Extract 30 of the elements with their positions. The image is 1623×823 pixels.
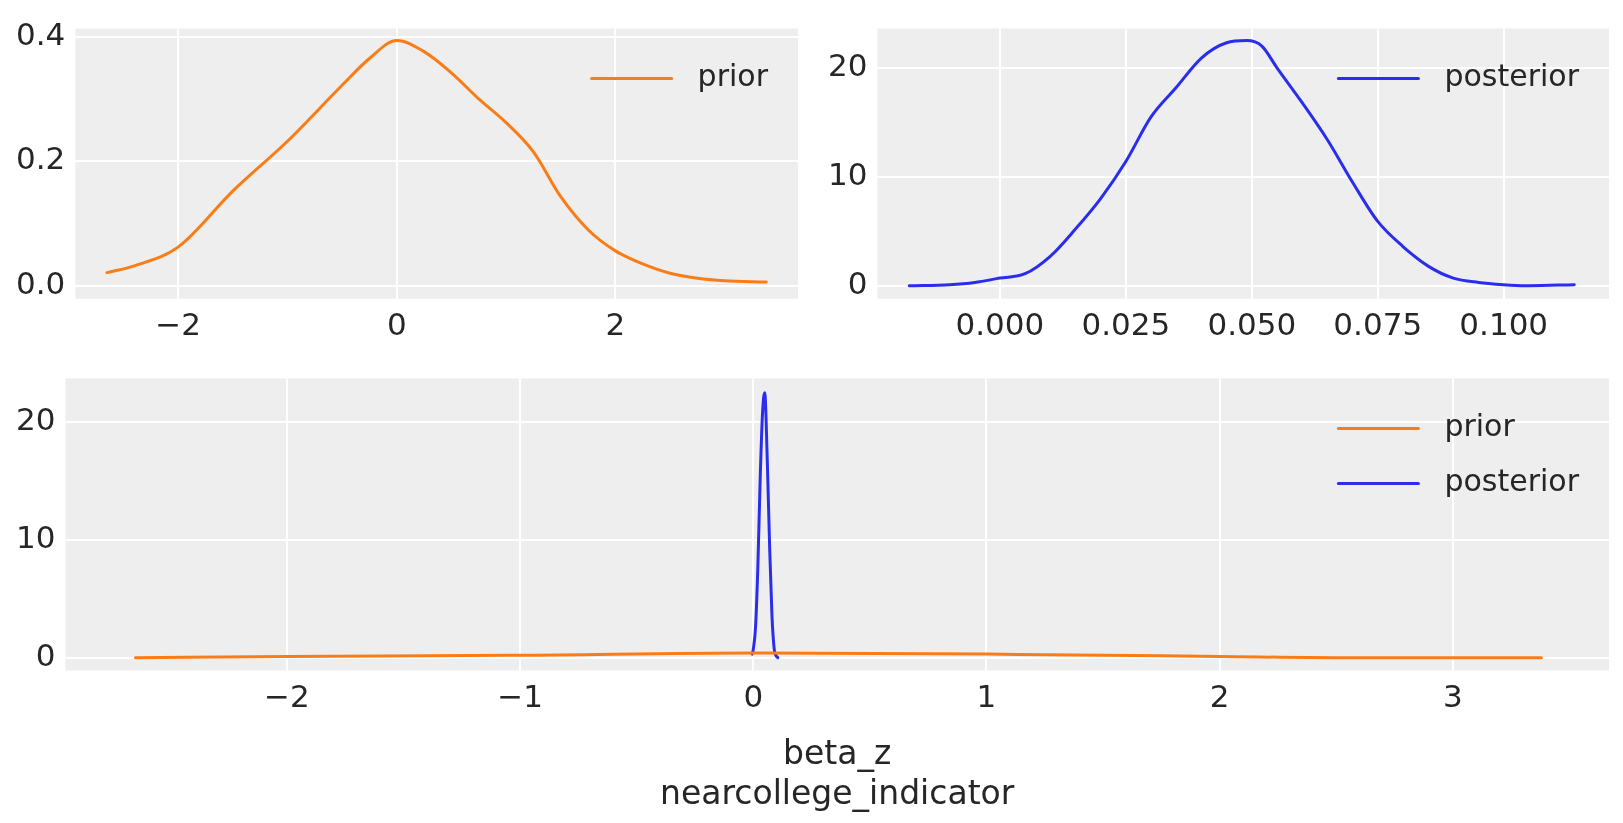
x-tick-label: 0.025 bbox=[1081, 306, 1171, 343]
x-tick-label: 0.075 bbox=[1333, 306, 1423, 343]
x-tick-label: 0.100 bbox=[1459, 306, 1549, 343]
x-tick-label: 0.000 bbox=[955, 306, 1045, 343]
legend-label: prior bbox=[1444, 408, 1516, 444]
y-tick-label: 0.2 bbox=[15, 140, 66, 177]
line-series bbox=[750, 391, 780, 660]
x-axis-title: beta_z nearcollege_indicator bbox=[660, 733, 1015, 812]
x-tick-label: 2 bbox=[1209, 678, 1230, 715]
y-tick-label: 0 bbox=[35, 636, 56, 673]
legend-label: posterior bbox=[1444, 58, 1580, 94]
y-tick-label: 20 bbox=[15, 401, 56, 438]
y-tick-label: 20 bbox=[827, 46, 868, 83]
x-tick-label: −2 bbox=[155, 306, 201, 343]
legend-label: prior bbox=[697, 58, 769, 94]
x-tick-label: 3 bbox=[1442, 678, 1463, 715]
y-tick-label: 10 bbox=[827, 155, 868, 192]
x-tick-label: −2 bbox=[264, 678, 310, 715]
x-tick-label: 1 bbox=[976, 678, 997, 715]
y-tick-label: 10 bbox=[15, 518, 56, 555]
x-tick-label: −1 bbox=[497, 678, 543, 715]
x-tick-label: 0 bbox=[743, 678, 764, 715]
y-tick-label: 0.0 bbox=[15, 264, 66, 301]
legend-label: posterior bbox=[1444, 463, 1580, 499]
y-tick-label: 0 bbox=[847, 264, 868, 301]
y-tick-label: 0.4 bbox=[15, 15, 66, 52]
x-tick-label: 0 bbox=[386, 306, 407, 343]
line-series bbox=[105, 38, 768, 284]
x-tick-label: 2 bbox=[605, 306, 626, 343]
x-tick-label: 0.050 bbox=[1207, 306, 1297, 343]
